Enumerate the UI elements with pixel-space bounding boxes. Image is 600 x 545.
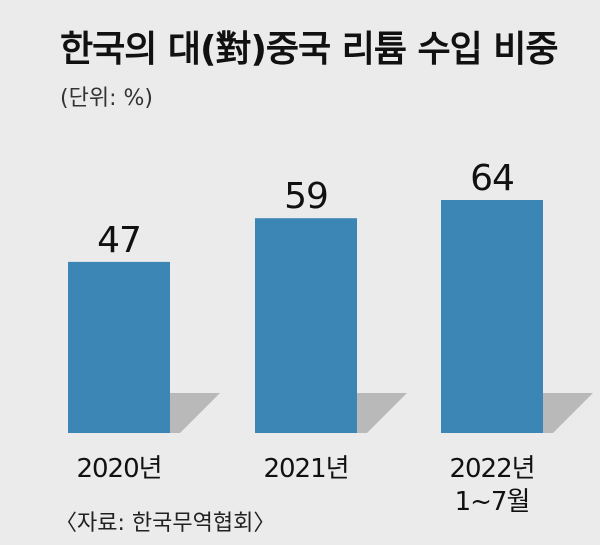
bar-shadow: [357, 393, 407, 433]
bar-1: [68, 261, 170, 433]
value-label: 59: [284, 176, 328, 217]
source-note: 〈자료: 한국무역협회〉: [55, 511, 276, 536]
unit-note: (단위: %): [60, 86, 153, 111]
bar-3: [441, 200, 543, 433]
value-label: 64: [470, 158, 514, 199]
category-label: 2022년: [449, 454, 534, 484]
bar-shadow: [170, 393, 220, 433]
category-label: 2021년: [263, 454, 348, 484]
chart-title: 한국의 대(對)중국 리튬 수입 비중: [60, 29, 558, 70]
category-label: 1~7월: [455, 487, 530, 517]
bar-shadow: [543, 393, 593, 433]
bar-2: [255, 218, 357, 433]
category-label: 2020년: [76, 454, 161, 484]
value-label: 47: [97, 220, 141, 261]
